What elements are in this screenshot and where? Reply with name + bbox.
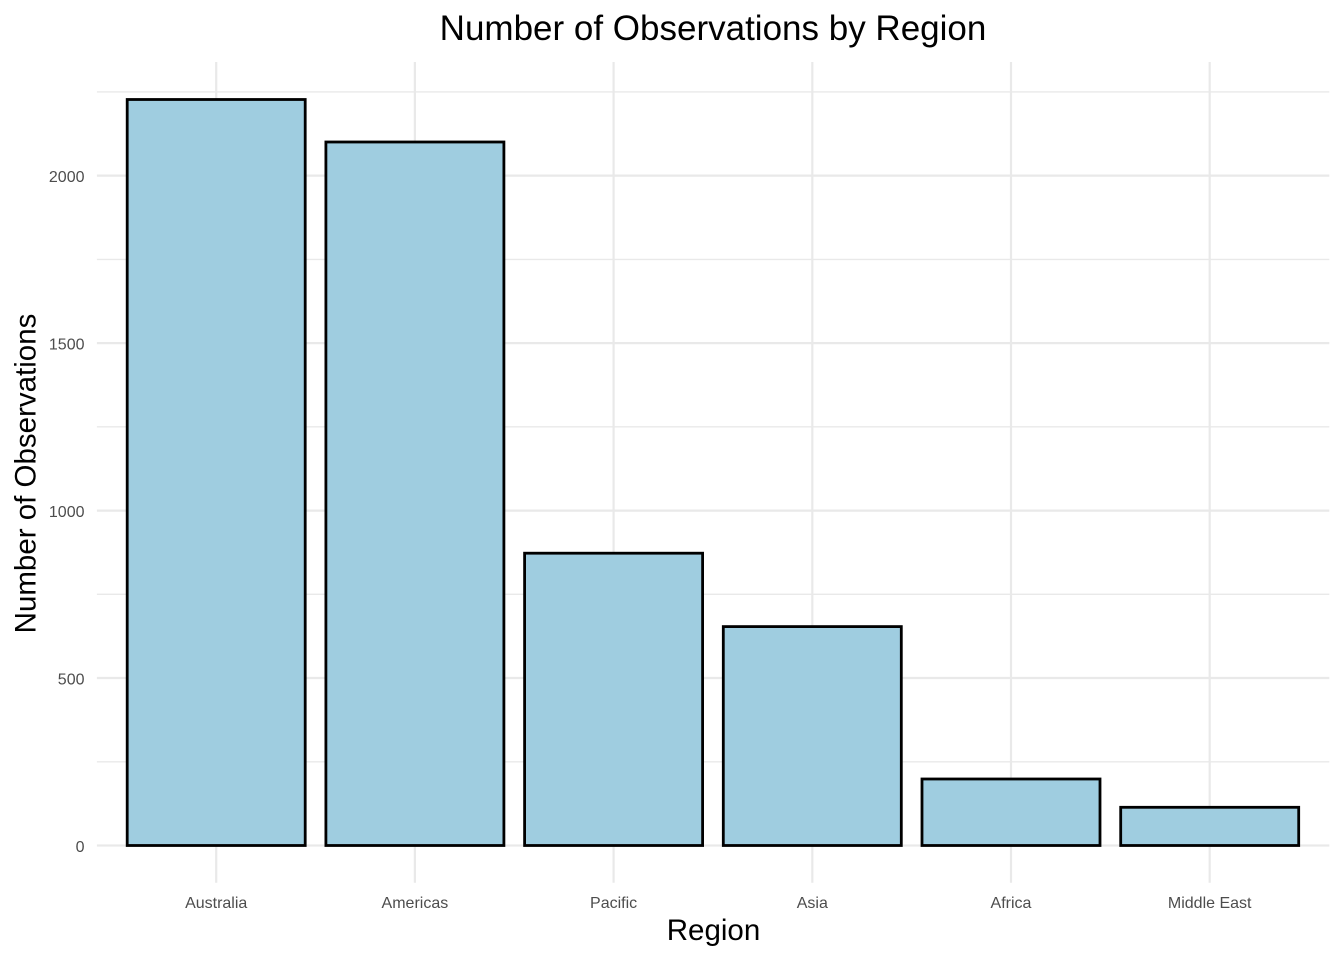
svg-text:500: 500: [58, 672, 85, 689]
svg-text:Number of Observations by Regi: Number of Observations by Region: [440, 9, 987, 48]
svg-text:1500: 1500: [49, 337, 85, 354]
svg-text:Americas: Americas: [382, 895, 449, 912]
svg-text:1000: 1000: [49, 504, 85, 521]
svg-text:0: 0: [76, 839, 85, 856]
svg-text:Australia: Australia: [185, 895, 247, 912]
svg-text:Number of Observations: Number of Observations: [10, 314, 43, 634]
svg-text:Middle East: Middle East: [1168, 895, 1252, 912]
svg-text:2000: 2000: [49, 169, 85, 186]
svg-text:Region: Region: [667, 914, 760, 947]
svg-text:Asia: Asia: [797, 895, 828, 912]
svg-text:Pacific: Pacific: [590, 895, 637, 912]
svg-text:Africa: Africa: [991, 895, 1032, 912]
